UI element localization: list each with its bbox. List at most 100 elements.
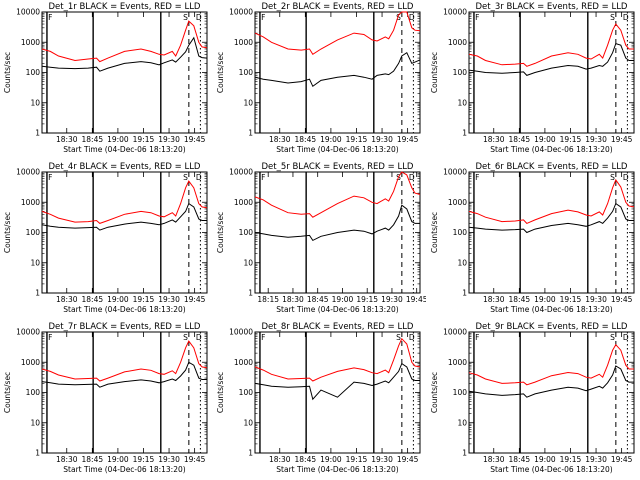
plot-frame	[41, 11, 208, 134]
annotation-label: D	[622, 13, 628, 22]
x-tick-label: 19:30	[158, 455, 180, 464]
detector-panel: Det_8r BLACK = Events, RED = LLD 1 10 100 10…	[213, 320, 426, 480]
y-tick-label: 1	[35, 289, 40, 298]
y-tick-label: 1	[249, 449, 254, 458]
annotation-label: D	[622, 173, 628, 182]
y-tick-label: 1000	[234, 198, 253, 207]
detector-panel: Det_4r BLACK = Events, RED = LLD 1 10 100 10…	[0, 160, 213, 320]
y-tick-label: 10	[244, 418, 254, 427]
series-line	[255, 171, 421, 218]
series-line	[41, 361, 207, 388]
x-tick-label: 19:30	[372, 455, 394, 464]
y-tick-label: 10000	[16, 8, 40, 17]
y-axis-label: Counts/sec	[216, 212, 225, 253]
x-tick-label: 18:30	[282, 295, 304, 304]
x-tick-label: 18:30	[483, 295, 505, 304]
detector-panel: Det_6r BLACK = Events, RED = LLD 1 10 100 10…	[427, 160, 640, 320]
x-tick-label: 19:00	[107, 135, 129, 144]
y-tick-label: 1000	[448, 358, 467, 367]
annotation-label: F	[261, 333, 265, 342]
y-tick-label: 10	[30, 98, 40, 107]
x-tick-label: 19:45	[610, 455, 632, 464]
y-tick-label: 10000	[16, 328, 40, 337]
x-tick-label: 19:00	[320, 135, 342, 144]
annotation-label: F	[48, 13, 52, 22]
y-axis-label: Counts/sec	[216, 52, 225, 93]
series-line	[41, 180, 208, 224]
x-tick-label: 19:00	[320, 455, 342, 464]
x-axis-label: Start Time (04-Dec-06 18:13:20)	[63, 145, 185, 154]
annotation-label: S	[396, 13, 401, 22]
x-tick-label: 18:45	[508, 295, 530, 304]
annotation-label: S	[610, 13, 615, 22]
chart-svg: Det_5r BLACK = Events, RED = LLD 1 10 100 10…	[216, 162, 426, 314]
series-line	[468, 23, 634, 67]
chart-svg: Det_6r BLACK = Events, RED = LLD 1 10 100 10…	[430, 162, 635, 314]
x-tick-label: 19:30	[372, 135, 394, 144]
x-tick-label: 18:30	[269, 135, 291, 144]
chart-title: Det_2r BLACK = Events, RED = LLD	[262, 2, 414, 12]
x-axis-label: Start Time (04-Dec-06 18:13:20)	[277, 305, 399, 314]
y-tick-label: 1	[35, 449, 40, 458]
x-tick-label: 19:45	[184, 295, 206, 304]
y-tick-label: 10000	[229, 168, 253, 177]
y-tick-label: 1	[462, 289, 467, 298]
y-tick-label: 1000	[234, 358, 253, 367]
series-line	[41, 202, 207, 231]
annotation-label: S	[183, 13, 188, 22]
y-tick-label: 10000	[229, 328, 253, 337]
annotation-label: D	[196, 333, 202, 342]
annotation-label: D	[409, 333, 415, 342]
y-axis-label: Counts/sec	[3, 212, 12, 253]
y-tick-label: 1	[462, 449, 467, 458]
annotation-label: F	[475, 13, 479, 22]
detector-panel: Det_7r BLACK = Events, RED = LLD 1 10 100 10…	[0, 320, 213, 480]
y-tick-label: 100	[239, 68, 254, 77]
annotation-label: S	[610, 333, 615, 342]
chart-svg: Det_1r BLACK = Events, RED = LLD 1 10 100 10…	[3, 2, 208, 154]
x-tick-label: 19:00	[534, 135, 556, 144]
y-axis-label: Counts/sec	[430, 212, 439, 253]
annotation-label: F	[48, 173, 52, 182]
detector-panel: Det_9r BLACK = Events, RED = LLD 1 10 100 10…	[427, 320, 640, 480]
x-axis-label: Start Time (04-Dec-06 18:13:20)	[490, 465, 612, 474]
plot-frame	[254, 11, 421, 134]
x-tick-label: 18:45	[82, 135, 104, 144]
x-tick-label: 19:45	[610, 295, 632, 304]
annotation-label: F	[261, 13, 265, 22]
y-tick-label: 1000	[21, 198, 40, 207]
annotation-label: S	[610, 173, 615, 182]
plot-frame	[468, 171, 635, 294]
x-tick-label: 19:45	[610, 135, 632, 144]
y-tick-label: 10000	[443, 168, 467, 177]
chart-title: Det_7r BLACK = Events, RED = LLD	[49, 322, 201, 332]
y-tick-label: 100	[26, 228, 41, 237]
detector-panel: Det_5r BLACK = Events, RED = LLD 1 10 100 10…	[213, 160, 426, 320]
x-tick-label: 19:00	[332, 295, 354, 304]
annotation-label: F	[261, 173, 265, 182]
y-tick-label: 100	[26, 388, 41, 397]
series-line	[255, 11, 421, 55]
x-tick-label: 18:45	[295, 135, 317, 144]
annotation-label: D	[409, 173, 415, 182]
x-tick-label: 19:00	[534, 295, 556, 304]
y-tick-label: 1000	[21, 38, 40, 47]
y-tick-label: 10000	[16, 168, 40, 177]
y-tick-label: 1000	[448, 198, 467, 207]
chart-title: Det_1r BLACK = Events, RED = LLD	[49, 2, 201, 12]
x-tick-label: 18:30	[56, 295, 78, 304]
x-tick-label: 19:30	[585, 135, 607, 144]
x-tick-label: 19:45	[397, 135, 419, 144]
detector-panel: Det_1r BLACK = Events, RED = LLD 1 10 100 10…	[0, 0, 213, 160]
annotation-label: F	[475, 333, 479, 342]
y-axis-label: Counts/sec	[3, 372, 12, 413]
annotation-label: S	[396, 333, 401, 342]
x-tick-label: 19:30	[585, 455, 607, 464]
series-line	[468, 202, 634, 234]
y-tick-label: 100	[452, 68, 467, 77]
y-tick-label: 10000	[443, 328, 467, 337]
chart-title: Det_5r BLACK = Events, RED = LLD	[262, 162, 414, 172]
series-line	[255, 362, 421, 401]
y-axis-label: Counts/sec	[430, 372, 439, 413]
chart-svg: Det_9r BLACK = Events, RED = LLD 1 10 100 10…	[430, 322, 635, 474]
